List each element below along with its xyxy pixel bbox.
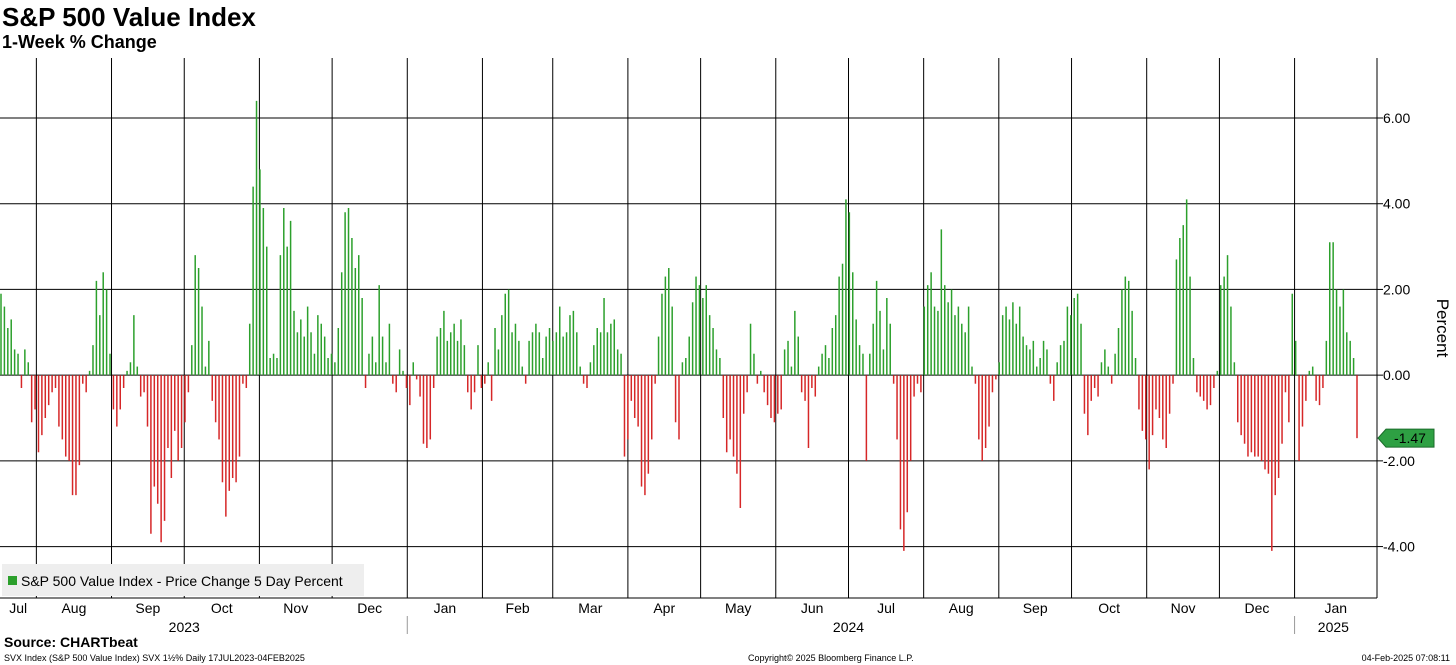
month-label: Nov	[283, 600, 308, 616]
month-label: Mar	[578, 600, 602, 616]
axis-layer: 6.00 4.00 2.00 0.00 -2.00 -4.00 Jul Aug Sep Oct No…	[0, 58, 1435, 635]
month-label: Apr	[653, 600, 675, 616]
month-label: Aug	[949, 600, 974, 616]
chart-title: S&P 500 Value Index	[2, 2, 256, 32]
source-note: Source: CHARTbeat	[4, 634, 138, 650]
legend-swatch	[8, 576, 17, 585]
month-label: Jul	[877, 600, 895, 616]
y-tick-label: 0.00	[1383, 367, 1410, 383]
legend: S&P 500 Value Index - Price Change 5 Day…	[2, 564, 364, 596]
month-label: Dec	[357, 600, 382, 616]
bars-layer	[0, 100, 1358, 551]
month-label: Jan	[434, 600, 457, 616]
month-label: Jan	[1324, 600, 1347, 616]
year-label: 2025	[1318, 619, 1349, 635]
month-label: Jun	[801, 600, 824, 616]
month-label: Oct	[1098, 600, 1120, 616]
month-label: Dec	[1245, 600, 1270, 616]
last-value-marker: -1.47	[1377, 428, 1435, 448]
month-label: Sep	[1023, 600, 1048, 616]
y-tick-label: 2.00	[1383, 281, 1410, 297]
legend-label: S&P 500 Value Index - Price Change 5 Day…	[21, 573, 343, 589]
year-label: 2023	[169, 619, 200, 635]
y-tick-label: 6.00	[1383, 110, 1410, 126]
y-axis-label: Percent	[1433, 299, 1452, 358]
y-tick-label: 4.00	[1383, 196, 1410, 212]
last-value-label: -1.47	[1394, 430, 1426, 446]
month-label: Aug	[61, 600, 86, 616]
month-label: Nov	[1171, 600, 1196, 616]
chart-subtitle: 1-Week % Change	[2, 32, 157, 52]
month-label: May	[725, 600, 751, 616]
month-label: Feb	[506, 600, 530, 616]
month-label: Sep	[135, 600, 160, 616]
last-value-tag	[1377, 428, 1435, 448]
footer-copyright: Copyright© 2025 Bloomberg Finance L.P.	[748, 653, 914, 663]
grid-layer	[0, 58, 1377, 598]
footer-index-info: SVX Index (S&P 500 Value Index) SVX 1½% …	[4, 653, 305, 663]
month-label: Jul	[9, 600, 27, 616]
legend-background	[2, 564, 364, 596]
footer-timestamp: 04-Feb-2025 07:08:11	[1361, 653, 1450, 663]
month-label: Oct	[211, 600, 233, 616]
y-tick-label: -4.00	[1383, 539, 1415, 555]
y-tick-label: -2.00	[1383, 453, 1415, 469]
year-label: 2024	[833, 619, 864, 635]
